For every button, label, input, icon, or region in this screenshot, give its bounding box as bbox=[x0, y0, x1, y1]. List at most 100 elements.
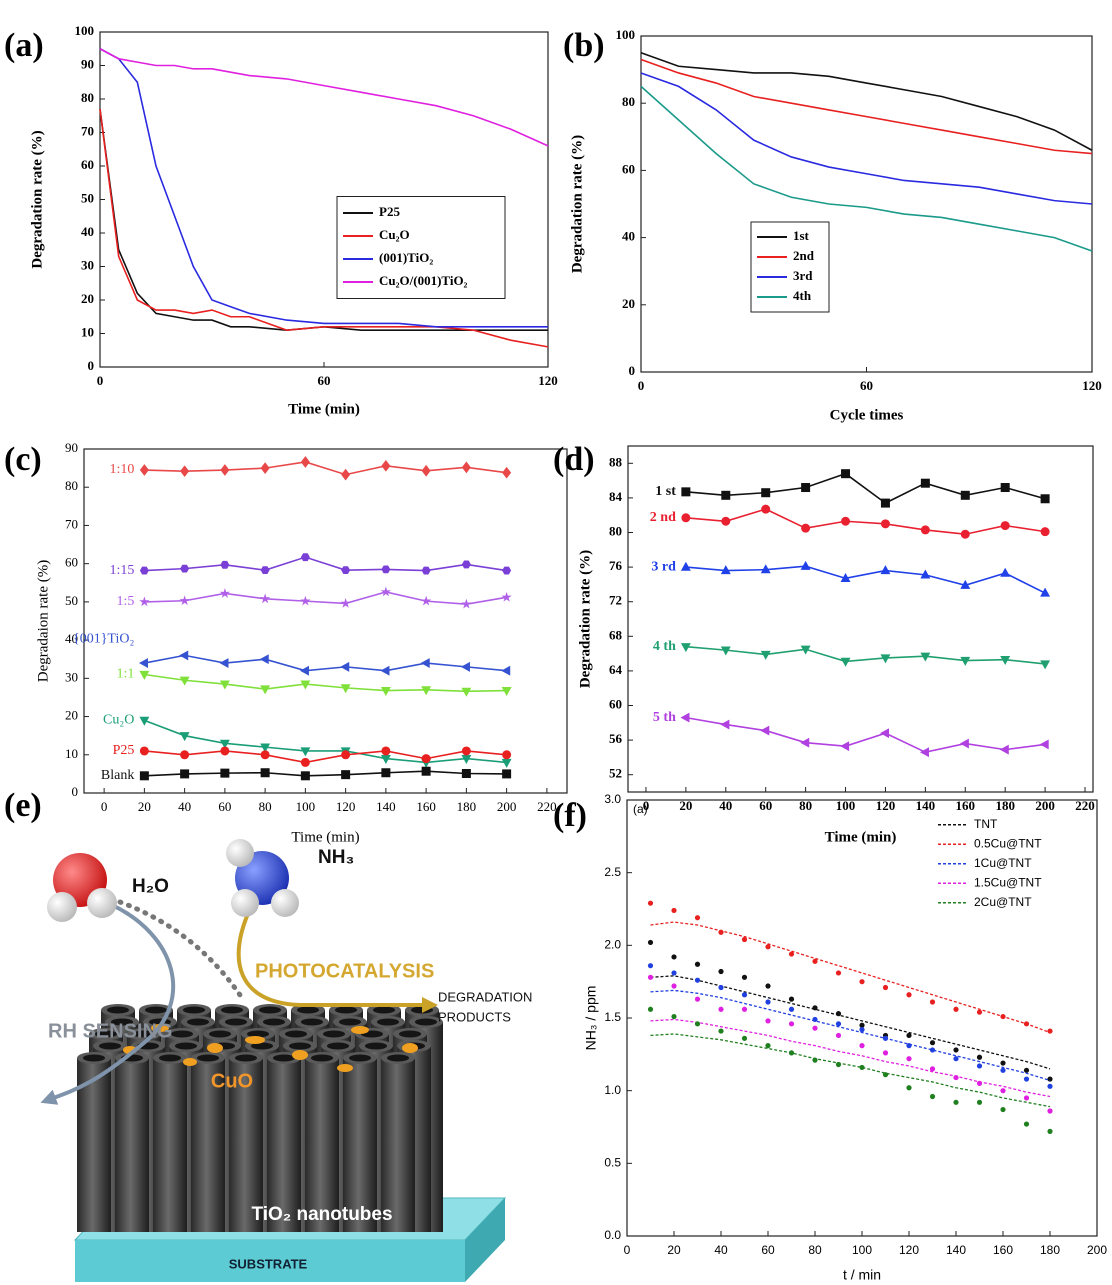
data-point bbox=[681, 513, 691, 523]
data-point bbox=[220, 768, 230, 778]
nanotube-hole bbox=[285, 1030, 307, 1038]
data-point bbox=[461, 560, 471, 569]
panel-label: (b) bbox=[563, 27, 605, 64]
nanotube-hole bbox=[411, 1006, 433, 1014]
x-tick-label: 20 bbox=[667, 1243, 681, 1257]
x-tick-label: 0 bbox=[624, 1243, 631, 1257]
nanotube-hole bbox=[301, 1018, 323, 1026]
data-point bbox=[765, 1018, 771, 1024]
chart-panel: (c) 0 20 40 60 80 100 120 140 160 180 200 220 0 10 20 30… bbox=[4, 440, 568, 845]
data-point bbox=[929, 999, 936, 1005]
nanotube-hole bbox=[373, 1006, 395, 1014]
data-point bbox=[1023, 1076, 1030, 1082]
data-point bbox=[694, 1021, 701, 1027]
data-point bbox=[694, 961, 701, 967]
series-line bbox=[144, 461, 507, 476]
data-point bbox=[680, 712, 690, 723]
data-point bbox=[501, 758, 512, 768]
substrate-side bbox=[465, 1198, 505, 1282]
y-tick-label: 0.0 bbox=[604, 1228, 621, 1242]
data-point bbox=[976, 1054, 983, 1060]
data-point bbox=[341, 770, 351, 780]
y-tick-label: 10 bbox=[81, 324, 94, 339]
data-point bbox=[841, 516, 851, 526]
data-point bbox=[720, 646, 731, 656]
y-tick-label: 10 bbox=[65, 746, 78, 761]
data-point bbox=[760, 564, 771, 574]
x-tick-label: 120 bbox=[876, 798, 896, 813]
data-point bbox=[647, 974, 654, 980]
data-point bbox=[461, 598, 472, 609]
nanotube-hole bbox=[159, 1054, 181, 1062]
legend-label: 1.5Cu@TNT bbox=[974, 875, 1042, 889]
data-point bbox=[461, 755, 472, 764]
nanotube-hole bbox=[171, 1030, 193, 1038]
data-point bbox=[718, 968, 724, 975]
series-label: 1:1 bbox=[116, 667, 134, 682]
substrate-front bbox=[75, 1240, 465, 1282]
data-point bbox=[1000, 567, 1011, 577]
nanotube-hole bbox=[297, 1006, 319, 1014]
data-point bbox=[812, 1025, 818, 1031]
y-tick-label: 60 bbox=[609, 696, 622, 711]
series-line bbox=[640, 52, 1093, 151]
nanotube-hole bbox=[235, 1054, 257, 1062]
data-point bbox=[219, 680, 230, 690]
data-point bbox=[721, 516, 731, 526]
x-tick-label: 120 bbox=[336, 799, 356, 814]
data-point bbox=[788, 1006, 795, 1012]
chart-panel: (d) 0 20 40 60 80 100 120 140 160 180 200 220 52 56 60 6… bbox=[553, 441, 1095, 846]
nanotube-hole bbox=[387, 1054, 409, 1062]
hydrogen-atom bbox=[47, 892, 77, 922]
data-point bbox=[741, 936, 748, 943]
nanotube bbox=[229, 1058, 263, 1232]
data-point bbox=[841, 469, 851, 479]
data-point bbox=[959, 738, 969, 749]
data-point bbox=[976, 1080, 983, 1086]
data-point bbox=[694, 977, 701, 983]
y-tick-label: 70 bbox=[65, 516, 78, 531]
nanotube-hole bbox=[339, 1018, 361, 1026]
nanotube-hole bbox=[95, 1030, 117, 1038]
series-label: {001}TiO₂ bbox=[73, 631, 134, 646]
data-point bbox=[381, 565, 391, 574]
data-point bbox=[1047, 1076, 1053, 1082]
x-tick-label: 0 bbox=[638, 378, 645, 393]
data-point bbox=[788, 1050, 795, 1056]
nanotube-hole bbox=[111, 1018, 133, 1026]
data-point bbox=[1040, 660, 1051, 670]
nh3-label: NH₃ bbox=[318, 847, 354, 868]
data-point bbox=[880, 519, 890, 529]
data-point bbox=[461, 461, 471, 474]
data-point bbox=[179, 650, 189, 661]
nanotube-hole bbox=[311, 1054, 333, 1062]
data-point bbox=[718, 1028, 724, 1034]
data-point bbox=[220, 464, 230, 476]
series-line bbox=[99, 48, 548, 328]
data-point bbox=[1000, 1013, 1006, 1020]
series-line bbox=[144, 654, 507, 672]
data-point bbox=[1047, 1128, 1053, 1134]
data-point bbox=[976, 1063, 983, 1069]
data-point bbox=[721, 490, 731, 500]
nanotube bbox=[343, 1058, 377, 1232]
data-point bbox=[1000, 1106, 1006, 1113]
data-point bbox=[840, 572, 851, 582]
data-point bbox=[953, 1099, 959, 1105]
data-point bbox=[680, 561, 691, 571]
data-point bbox=[421, 566, 431, 575]
data-point bbox=[880, 654, 891, 664]
data-point bbox=[720, 719, 730, 730]
data-point bbox=[501, 686, 512, 696]
data-point bbox=[906, 1032, 912, 1039]
data-point bbox=[919, 747, 929, 758]
plot-frame bbox=[640, 35, 1093, 373]
series-line bbox=[640, 85, 1093, 252]
data-point bbox=[1023, 1121, 1030, 1127]
chart-panel: (a) 0 60 120 0 10 20 30 40 50 60 70 80 90 100 Time (min… bbox=[4, 23, 558, 417]
nanotube-hole bbox=[83, 1054, 105, 1062]
nanotube-array bbox=[77, 1004, 443, 1232]
y-tick-label: 90 bbox=[65, 440, 78, 455]
x-axis-title: Time (min) bbox=[291, 829, 359, 845]
